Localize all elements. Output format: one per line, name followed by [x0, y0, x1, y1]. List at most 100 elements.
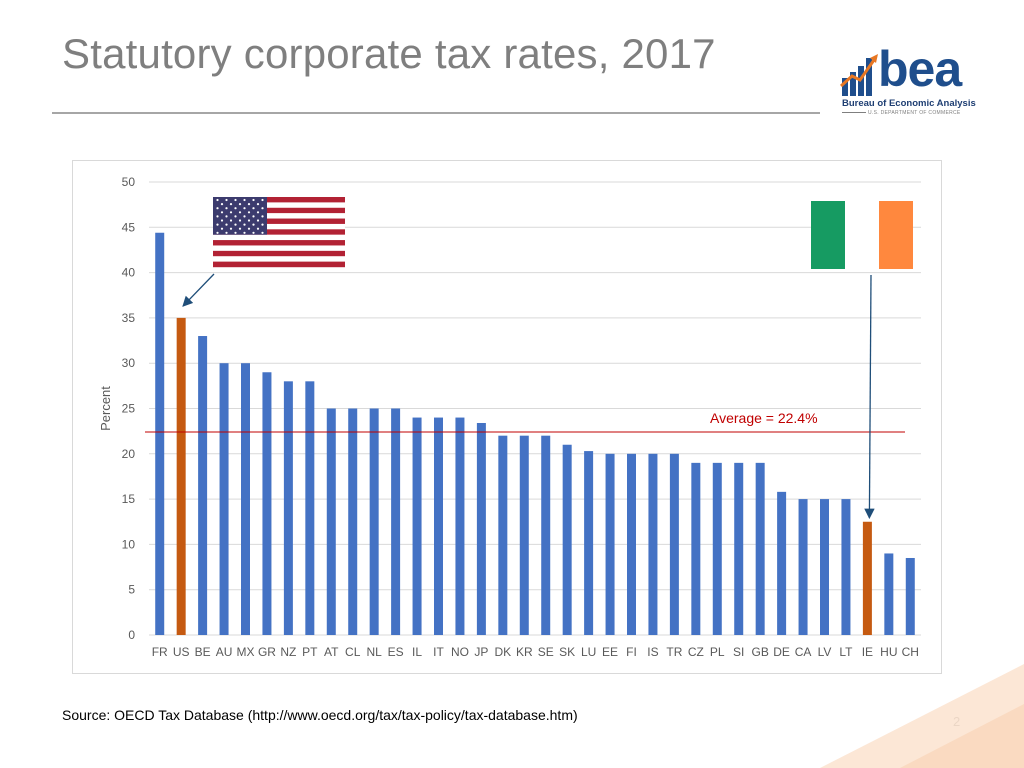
bar-fi	[627, 453, 636, 635]
y-tick-label: 5	[128, 583, 135, 597]
bar-tr	[669, 453, 679, 635]
logo-department: U.S. DEPARTMENT OF COMMERCE	[868, 110, 961, 116]
bar-chart-arrow-icon	[840, 54, 878, 96]
average-label: Average = 22.4%	[710, 410, 818, 426]
y-tick-label: 20	[122, 447, 136, 461]
x-tick-label: JP	[474, 645, 488, 659]
bar-kr	[519, 435, 529, 635]
x-tick-label: NZ	[280, 645, 296, 659]
bar-it	[434, 417, 443, 635]
x-tick-label: CH	[902, 645, 919, 659]
x-tick-label: LU	[581, 645, 596, 659]
ireland-flag-icon	[811, 201, 845, 269]
x-tick-label: FR	[152, 645, 168, 659]
bar-dk	[498, 435, 508, 635]
y-tick-label: 30	[122, 356, 136, 370]
x-tick-label: EE	[602, 645, 618, 659]
bar-ie	[862, 521, 872, 635]
x-tick-label: CZ	[688, 645, 704, 659]
x-tick-label: BE	[195, 645, 211, 659]
x-tick-label: NL	[366, 645, 382, 659]
bar-lu	[584, 451, 594, 635]
bar-es	[391, 408, 401, 635]
bar-se	[541, 435, 551, 635]
x-tick-label: PT	[302, 645, 318, 659]
y-tick-label: 45	[122, 220, 136, 234]
x-tick-label: SK	[559, 645, 575, 659]
x-tick-label: GB	[751, 645, 768, 659]
bar-jp	[476, 422, 486, 635]
x-tick-label: US	[173, 645, 190, 659]
slide-title: Statutory corporate tax rates, 2017	[62, 30, 716, 77]
x-tick-label: AT	[324, 645, 339, 659]
y-tick-label: 0	[128, 628, 135, 642]
bar-mx	[241, 363, 250, 635]
x-tick-label: MX	[237, 645, 255, 659]
y-tick-label: 25	[122, 402, 136, 416]
chart-frame: 0 5 10 15 20 25 30 35 40 45 50 Percent FR US BE AU MX GR N…	[72, 160, 942, 674]
y-tick-label: 10	[122, 537, 136, 551]
bar-pl	[712, 462, 722, 635]
x-tick-label: TR	[666, 645, 682, 659]
bar-ca	[798, 499, 808, 635]
us-flag-icon	[213, 197, 345, 268]
x-tick-label: HU	[880, 645, 897, 659]
y-axis-label: Percent	[98, 386, 113, 431]
tax-rate-bar-chart: 0 5 10 15 20 25 30 35 40 45 50 Percent FR US BE AU MX GR N…	[98, 175, 921, 659]
us-arrow	[182, 273, 215, 307]
flag-stripe-white	[845, 201, 879, 269]
x-tick-label: KR	[516, 645, 533, 659]
bar-lv	[820, 499, 829, 635]
bar-ee	[605, 453, 615, 635]
bar-cl	[348, 408, 358, 635]
source-note: Source: OECD Tax Database (http://www.oe…	[62, 707, 578, 723]
x-tick-label: DE	[773, 645, 790, 659]
bar-us	[176, 317, 186, 635]
logo-name: Bureau of Economic Analysis	[842, 98, 976, 109]
x-tick-label: PL	[710, 645, 725, 659]
x-tick-label: NO	[451, 645, 469, 659]
bar-si	[734, 462, 744, 635]
x-tick-label: LT	[839, 645, 853, 659]
x-tick-label: IS	[647, 645, 658, 659]
bar-is	[648, 453, 658, 635]
x-tick-label: SI	[733, 645, 744, 659]
y-tick-label: 40	[122, 266, 136, 280]
bar-gr	[262, 372, 272, 635]
bar-ch	[905, 557, 915, 635]
y-tick-label: 15	[122, 492, 136, 506]
bar-lt	[841, 499, 851, 635]
y-tick-label: 35	[122, 311, 136, 325]
bar-no	[455, 417, 465, 635]
x-tick-label: IE	[862, 645, 873, 659]
x-tick-label: DK	[494, 645, 511, 659]
flag-stripe-orange	[879, 201, 913, 269]
bar-sk	[562, 444, 572, 635]
bar-pt	[305, 381, 315, 635]
x-tick-label: FI	[626, 645, 637, 659]
page-number: 2	[953, 714, 961, 729]
y-tick-label: 50	[122, 175, 136, 189]
bar-hu	[884, 553, 894, 635]
logo-wordmark: bea	[878, 41, 962, 97]
x-tick-label: SE	[538, 645, 554, 659]
x-tick-label: ES	[388, 645, 404, 659]
bar-nl	[369, 408, 379, 635]
bar-fr	[155, 232, 165, 635]
bar-il	[412, 417, 422, 635]
ie-arrow	[864, 274, 875, 520]
bar-cz	[691, 462, 701, 635]
x-tick-label: GR	[258, 645, 276, 659]
bar-nz	[283, 381, 293, 635]
x-tick-label: IT	[433, 645, 444, 659]
x-tick-label: CL	[345, 645, 361, 659]
bea-logo: bea Bureau of Economic Analysis U.S. DEP…	[838, 44, 978, 120]
x-tick-label: AU	[216, 645, 233, 659]
x-tick-label: CA	[795, 645, 812, 659]
bar-gb	[755, 462, 765, 635]
title-divider	[52, 112, 820, 114]
bar-au	[219, 363, 229, 635]
bar-at	[326, 408, 336, 635]
bar-de	[777, 491, 787, 635]
x-tick-label: LV	[818, 645, 832, 659]
